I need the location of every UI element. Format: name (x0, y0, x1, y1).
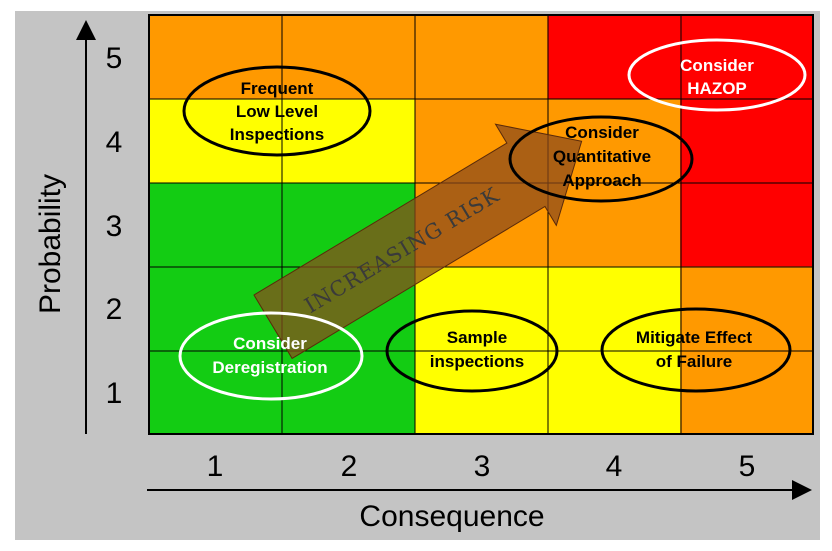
y-tick-1: 1 (106, 377, 123, 410)
svg-text:inspections: inspections (430, 352, 524, 371)
x-tick-4: 4 (606, 450, 623, 483)
svg-text:HAZOP: HAZOP (687, 79, 747, 98)
zone-sample-inspections: Sample inspections (385, 309, 559, 393)
grid-border (148, 14, 814, 435)
x-tick-2: 2 (341, 450, 358, 483)
risk-cell-p2-c3 (414, 266, 548, 351)
svg-text:Consider: Consider (233, 334, 307, 353)
risk-cell-p3-c1 (149, 182, 283, 267)
x-tick-5: 5 (739, 450, 756, 483)
zone-consider-deregistration: Consider Deregistration (178, 311, 364, 401)
zone-frequent-low-level-inspections: Frequent Low Level Inspections (182, 65, 372, 157)
svg-text:Frequent: Frequent (241, 79, 314, 98)
svg-text:Quantitative: Quantitative (553, 147, 651, 166)
grid-lines (149, 15, 813, 434)
risk-cell-p4-c5 (680, 98, 814, 184)
y-tick-2: 2 (106, 293, 123, 326)
svg-text:Approach: Approach (562, 171, 641, 190)
risk-cell-p1-c3 (414, 350, 548, 435)
svg-text:Consider: Consider (565, 123, 639, 142)
risk-cell-p5-c2 (281, 15, 416, 100)
y-tick-4: 4 (106, 126, 123, 159)
zone-consider-hazop: Consider HAZOP (627, 38, 807, 112)
risk-cell-p2-c4 (547, 266, 681, 351)
risk-cell-p5-c1 (149, 15, 283, 100)
zone-mitigate-effect-of-failure: Mitigate Effect of Failure (600, 307, 792, 393)
svg-text:Mitigate Effect: Mitigate Effect (636, 328, 753, 347)
svg-text:Consider: Consider (680, 56, 754, 75)
svg-text:Sample: Sample (447, 328, 507, 347)
svg-text:Inspections: Inspections (230, 125, 324, 144)
risk-cell-p3-c5 (680, 182, 814, 267)
y-axis-title: Probability (34, 174, 67, 314)
y-tick-5: 5 (106, 42, 123, 75)
y-tick-3: 3 (106, 210, 123, 243)
svg-text:Low Level: Low Level (236, 102, 318, 121)
x-tick-3: 3 (474, 450, 491, 483)
x-axis-title: Consequence (359, 500, 544, 533)
risk-cell-p4-c2 (281, 98, 416, 184)
risk-cell-p1-c4 (547, 350, 681, 435)
risk-cell-p2-c1 (149, 266, 283, 351)
risk-cell-p5-c3 (414, 15, 548, 100)
risk-cell-p5-c4 (547, 15, 681, 100)
svg-text:Deregistration: Deregistration (212, 358, 327, 377)
risk-cell-p4-c1 (149, 98, 283, 184)
zone-consider-quantitative-approach: Consider Quantitative Approach (508, 115, 694, 203)
risk-cell-p3-c4 (547, 182, 681, 267)
risk-cell-p1-c1 (149, 350, 283, 435)
svg-text:of Failure: of Failure (656, 352, 733, 371)
x-tick-1: 1 (207, 450, 224, 483)
